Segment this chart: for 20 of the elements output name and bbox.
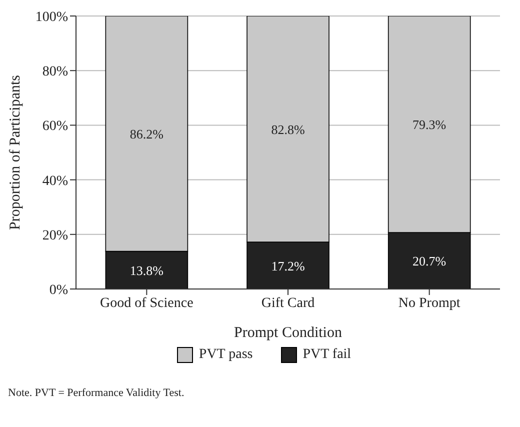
data-label: 82.8% <box>271 122 305 138</box>
y-tick-label: 80% <box>42 64 68 80</box>
text: Note. PVT = Performance Validity Test. <box>8 387 186 399</box>
data-label: 20.7% <box>412 254 446 269</box>
y-tick-label: 0% <box>49 282 68 298</box>
legend-label: PVT pass <box>198 347 253 363</box>
data-label: 86.2% <box>130 126 164 142</box>
y-tick-label: 20% <box>42 228 68 244</box>
x-tick-label: No Prompt <box>398 296 460 311</box>
y-tick-label: 40% <box>42 174 68 189</box>
data-label: 13.8% <box>130 263 164 278</box>
y-tick-label: 60% <box>42 119 68 134</box>
legend-label: PVT fail <box>302 347 352 363</box>
y-tick-label: 100% <box>35 10 68 25</box>
x-tick-label: Gift Card <box>261 296 315 311</box>
data-label: 17.2% <box>271 258 305 274</box>
data-label: 79.3% <box>412 117 446 132</box>
x-axis-title: Prompt Condition <box>234 325 342 341</box>
y-axis-title: Proportion of Participants <box>7 74 24 230</box>
x-tick-label: Good of Science <box>100 296 194 311</box>
